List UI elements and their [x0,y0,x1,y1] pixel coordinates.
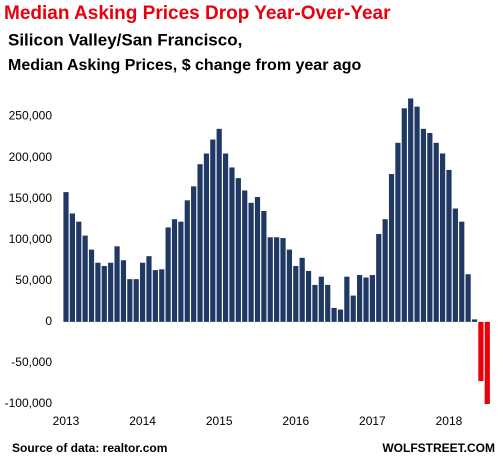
bar [197,164,203,322]
y-tick-label: 250,000 [9,109,53,123]
bar [146,256,152,322]
y-tick-label: -100,000 [5,396,53,410]
chart-subtitle: Silicon Valley/San Francisco, [8,30,242,49]
source-note: Source of data: realtor.com [12,441,167,455]
bar [222,153,229,322]
bar [427,132,433,322]
y-tick-label: 100,000 [9,232,53,246]
bar [452,208,458,322]
chart-title: Median Asking Prices Drop Year-Over-Year [4,3,391,24]
bar [484,321,490,404]
bar [408,98,414,322]
bar [95,262,101,322]
bar [76,221,82,322]
bar [248,202,254,322]
x-tick-label: 2018 [436,414,463,428]
bar [337,309,344,322]
bar [388,174,395,322]
bar [63,192,69,322]
x-tick-label: 2015 [206,414,233,428]
bar [439,153,446,322]
bar [280,238,286,322]
bar [120,260,127,322]
bar [369,275,375,322]
bar [395,142,401,322]
bar [401,108,407,322]
x-tick-label: 2017 [359,414,386,428]
bar [446,169,452,322]
bar [312,284,318,322]
bar [216,128,222,322]
bar [127,279,133,322]
bar [267,237,273,322]
bar [286,249,293,322]
bar [433,142,439,322]
bar [357,275,363,322]
bar [344,276,350,322]
bar [133,279,139,322]
bar [299,257,305,322]
bar [184,200,190,322]
bar [171,219,178,322]
bar [325,284,331,322]
bar [191,186,197,322]
bar [242,190,248,322]
bar [203,153,210,322]
bar [254,197,261,322]
bar [101,266,107,322]
bar [478,321,484,382]
bar [459,221,465,322]
bar [274,237,280,322]
bar [235,178,241,322]
bar [108,262,114,322]
credit: WOLFSTREET.COM [382,441,495,455]
bar [293,266,299,322]
x-tick-label: 2014 [129,414,156,428]
x-tick-label: 2013 [53,414,80,428]
bar [382,219,388,322]
x-tick-label: 2016 [282,414,309,428]
bar [210,139,216,322]
bar [471,319,478,322]
bar [350,295,356,322]
bar [82,235,88,322]
bar [363,277,369,322]
y-tick-label: 50,000 [15,273,52,287]
bar [139,262,146,322]
bar [152,270,158,322]
y-tick-label: 0 [45,314,52,328]
bar [465,274,471,322]
bar [114,246,120,322]
bar [305,270,312,322]
bar [420,128,427,322]
bar [376,233,382,322]
y-tick-label: 150,000 [9,191,53,205]
chart-subtitle: Median Asking Prices, $ change from year… [8,57,362,74]
bar [318,276,324,322]
bar [159,269,165,322]
bar [229,167,235,322]
bar [165,227,171,322]
y-tick-label: -50,000 [11,355,52,369]
bar [261,210,267,322]
bar [178,221,184,322]
y-tick-label: 200,000 [9,150,53,164]
bar [331,307,337,322]
bar [414,106,420,322]
bar [88,249,95,322]
bar [69,213,75,322]
